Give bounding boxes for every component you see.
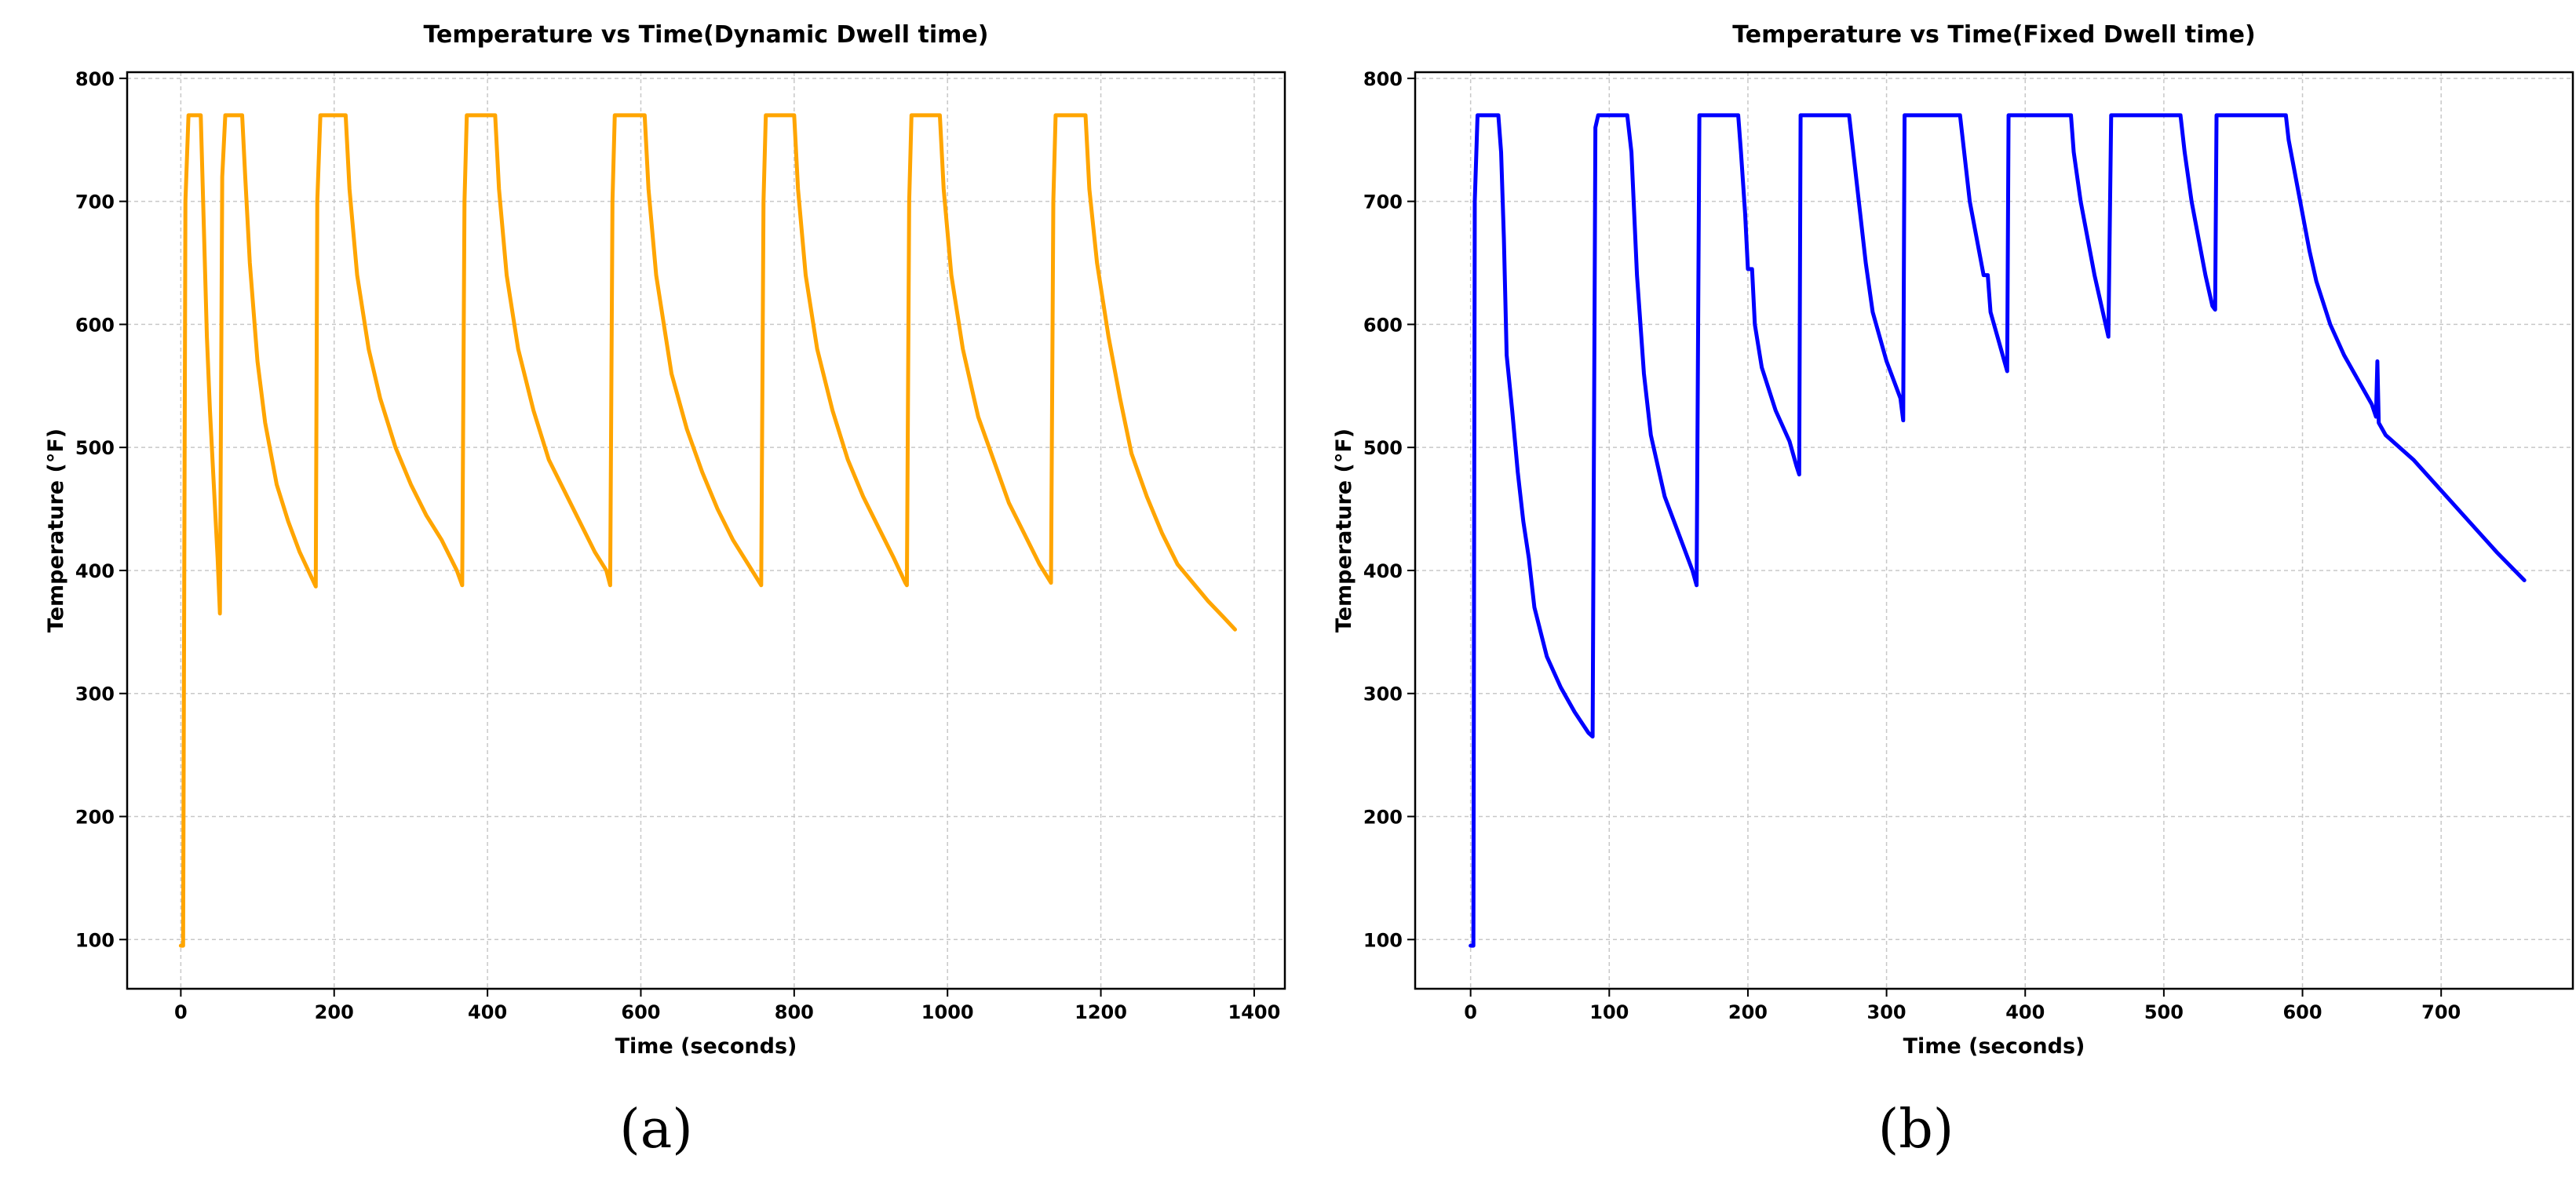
x-tick-label: 600: [2282, 1001, 2322, 1023]
y-tick-label: 600: [75, 314, 115, 336]
y-tick-label: 100: [1363, 929, 1403, 951]
y-tick-label: 800: [75, 68, 115, 90]
y-tick-label: 300: [1363, 683, 1403, 705]
x-tick-label: 200: [315, 1001, 354, 1023]
x-axis-label: Time (seconds): [615, 1034, 797, 1059]
grid: [1415, 72, 2573, 989]
y-tick-label: 100: [75, 929, 115, 951]
y-axis-label: Temperature (°F): [1332, 428, 1356, 632]
series-layer: [178, 113, 1238, 948]
temperature-line: [1469, 113, 2527, 948]
grid: [127, 72, 1285, 989]
y-axis-label: Temperature (°F): [44, 428, 68, 632]
subfigure-caption: (a): [619, 1099, 693, 1161]
x-tick-label: 400: [2005, 1001, 2045, 1023]
x-tick-label: 500: [2144, 1001, 2184, 1023]
chart-fixed-dwell: 0 100 200 300 400 500 600 700 100 200 300 400 500 600…: [1288, 0, 2576, 1192]
x-tick-label: 800: [775, 1001, 814, 1023]
y-tick-label: 400: [1363, 560, 1403, 582]
ticks: 0 100 200 300 400 500 600 700 100 200 300 400 500 600…: [1363, 68, 2461, 1023]
chart-title: Temperature vs Time(Dynamic Dwell time): [424, 21, 989, 49]
temperature-line: [178, 113, 1238, 948]
x-tick-label: 300: [1867, 1001, 1906, 1023]
x-tick-label: 400: [468, 1001, 507, 1023]
y-tick-label: 800: [1363, 68, 1403, 90]
x-tick-label: 1000: [921, 1001, 974, 1023]
y-tick-label: 300: [75, 683, 115, 705]
chart-dynamic-dwell: 0 200 400 600 800 1000 1200 1400 100 200 300 400 500…: [44, 21, 1286, 1161]
x-tick-label: 600: [621, 1001, 660, 1023]
plot-frame: [126, 71, 1286, 990]
x-tick-label: 0: [174, 1001, 188, 1023]
y-tick-label: 600: [1363, 314, 1403, 336]
y-tick-label: 200: [1363, 807, 1403, 829]
y-tick-label: 500: [75, 437, 115, 459]
x-tick-label: 0: [1464, 1001, 1477, 1023]
y-tick-label: 700: [75, 191, 115, 213]
x-tick-label: 200: [1728, 1001, 1768, 1023]
y-tick-label: 700: [1363, 191, 1403, 213]
x-tick-label: 100: [1589, 1001, 1629, 1023]
y-tick-label: 400: [75, 560, 115, 582]
y-tick-label: 200: [75, 807, 115, 829]
x-tick-label: 700: [2421, 1001, 2461, 1023]
plot-frame: [1414, 71, 2574, 990]
chart-title: Temperature vs Time(Fixed Dwell time): [1732, 21, 2255, 49]
x-axis-label: Time (seconds): [1903, 1034, 2085, 1059]
x-tick-label: 1200: [1075, 1001, 1127, 1023]
series-layer: [1469, 113, 2527, 948]
x-tick-label: 1400: [1228, 1001, 1281, 1023]
y-tick-label: 500: [1363, 437, 1403, 459]
ticks: 0 200 400 600 800 1000 1200 1400 100 200 300 400 500…: [75, 68, 1280, 1023]
subfigure-caption: (b): [1878, 1099, 1954, 1161]
